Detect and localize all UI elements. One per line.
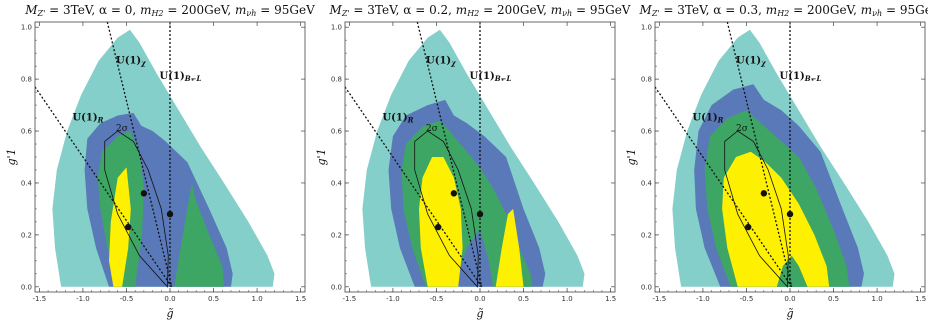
chart-title: MZ' = 3TeV, α = 0.2, mH2 = 200GeV, mνh =… [329,3,631,18]
y-tick-label: 0.4 [21,179,33,187]
y-tick-label: 1.0 [331,24,342,32]
label-u1-bl: U(1)B−L [160,71,202,83]
x-tick-label: 0.5 [828,295,839,303]
benchmark-point-1 [434,223,442,231]
marker-dot [811,79,814,81]
x-tick-label: -1.0 [696,295,710,303]
x-tick-label: 1.0 [562,295,573,303]
x-tick-label: 0.0 [474,295,485,303]
benchmark-point-1 [744,223,752,231]
benchmark-point-2 [140,190,148,197]
label-u1-bl: U(1)B−L [470,71,512,83]
region-2sigma-bottom [776,255,808,287]
model-line-1 [35,86,173,288]
model-line-2 [726,22,793,287]
label-u1-r: U(1)R [72,113,103,125]
label-u1-r: U(1)R [692,113,723,125]
model-line-1 [655,86,793,288]
label-2sigma: 2σ [116,124,128,134]
region-1sigma [722,151,830,287]
label-2sigma: 2σ [426,124,438,134]
x-tick-label: -0.5 [740,295,754,303]
y-tick-label: 1.0 [21,24,32,32]
x-tick-label: 0.5 [208,295,219,303]
x-tick-label: -1.0 [76,295,90,303]
benchmark-point-3 [476,210,484,218]
contour-2sigma [724,130,789,288]
y-tick-label: 0.6 [641,128,653,136]
x-tick-label: 1.0 [872,295,883,303]
model-line-1 [345,86,483,288]
y-tick-label: 0.2 [641,231,652,239]
model-line-2 [416,22,483,287]
x-tick-label: 0.5 [518,295,529,303]
marker-dot [191,79,194,81]
y-tick-label: 0.4 [331,179,343,187]
model-line-2 [106,22,173,287]
benchmark-point-1 [124,223,132,231]
plot-area [345,22,585,288]
x-tick-label: -0.5 [430,295,444,303]
x-tick-label: -1.5 [33,295,47,303]
x-tick-label: 1.5 [295,295,306,303]
y-tick-label: 0.2 [21,231,32,239]
y-tick-label: 0.8 [331,76,342,84]
y-tick-label: 0.0 [331,283,342,291]
x-tick-label: -1.5 [653,295,667,303]
label-u1-r: U(1)R [382,113,413,125]
x-tick-label: 0.0 [784,295,795,303]
x-tick-label: -0.5 [120,295,134,303]
panel-2: -1.5 -1.0 -0.5 0.0 0.5 1.0 1.5 0.0 0.2 0.4 0.6 0.8 1… [315,3,631,320]
benchmark-point-3 [166,210,174,218]
x-axis-label: g̃ [166,307,173,320]
x-axis-label: g̃ [786,307,793,320]
plot-area [35,22,275,288]
x-tick-label: 1.5 [605,295,616,303]
y-tick-label: 0.0 [641,283,652,291]
y-tick-label: 0.6 [331,128,343,136]
marker-dot [501,79,504,81]
label-2sigma: 2σ [736,124,748,134]
x-tick-label: 1.0 [252,295,263,303]
x-tick-label: 1.5 [915,295,926,303]
y-tick-label: 1.0 [641,24,652,32]
benchmark-point-3 [786,210,794,218]
x-axis-label: g̃ [476,307,483,320]
benchmark-point-2 [450,190,458,197]
y-tick-label: 0.0 [21,283,32,291]
region-1sigma-right [495,208,524,287]
label-u1-bl: U(1)B−L [780,71,822,83]
y-tick-label: 0.2 [331,231,342,239]
contour-2sigma [104,130,169,288]
x-tick-label: -1.0 [386,295,400,303]
panel-3: -1.5 -1.0 -0.5 0.0 0.5 1.0 1.5 0.0 0.2 0.4 0.6 0.8 1… [625,3,928,320]
y-tick-label: 0.4 [641,179,653,187]
y-tick-label: 0.8 [641,76,652,84]
plot-area [655,22,895,288]
label-u1-chi: U(1)χ [116,56,146,68]
chart-title: MZ' = 3TeV, α = 0.3, mH2 = 200GeV, mνh =… [639,3,928,18]
region-2sigma-right [174,183,224,287]
region-1sigma [109,167,131,287]
benchmark-point-2 [760,190,768,197]
label-u1-chi: U(1)χ [736,56,766,68]
x-tick-label: -1.5 [343,295,357,303]
region-1sigma [419,157,463,287]
y-axis-label: g'1 [625,148,638,165]
x-tick-label: 0.0 [164,295,175,303]
y-axis-label: g'1 [315,148,328,165]
y-tick-label: 0.8 [21,76,32,84]
y-tick-label: 0.6 [21,128,33,136]
panel-1: -1.5 -1.0 -0.5 0.0 0.5 1.0 1.5 0.0 0.2 0.4 0.6 0.8 1… [5,3,315,320]
label-u1-chi: U(1)χ [426,56,456,68]
y-axis-label: g'1 [5,148,18,165]
contour-2sigma [414,130,479,288]
chart-title: MZ' = 3TeV, α = 0, mH2 = 200GeV, mνh = 9… [24,3,315,18]
